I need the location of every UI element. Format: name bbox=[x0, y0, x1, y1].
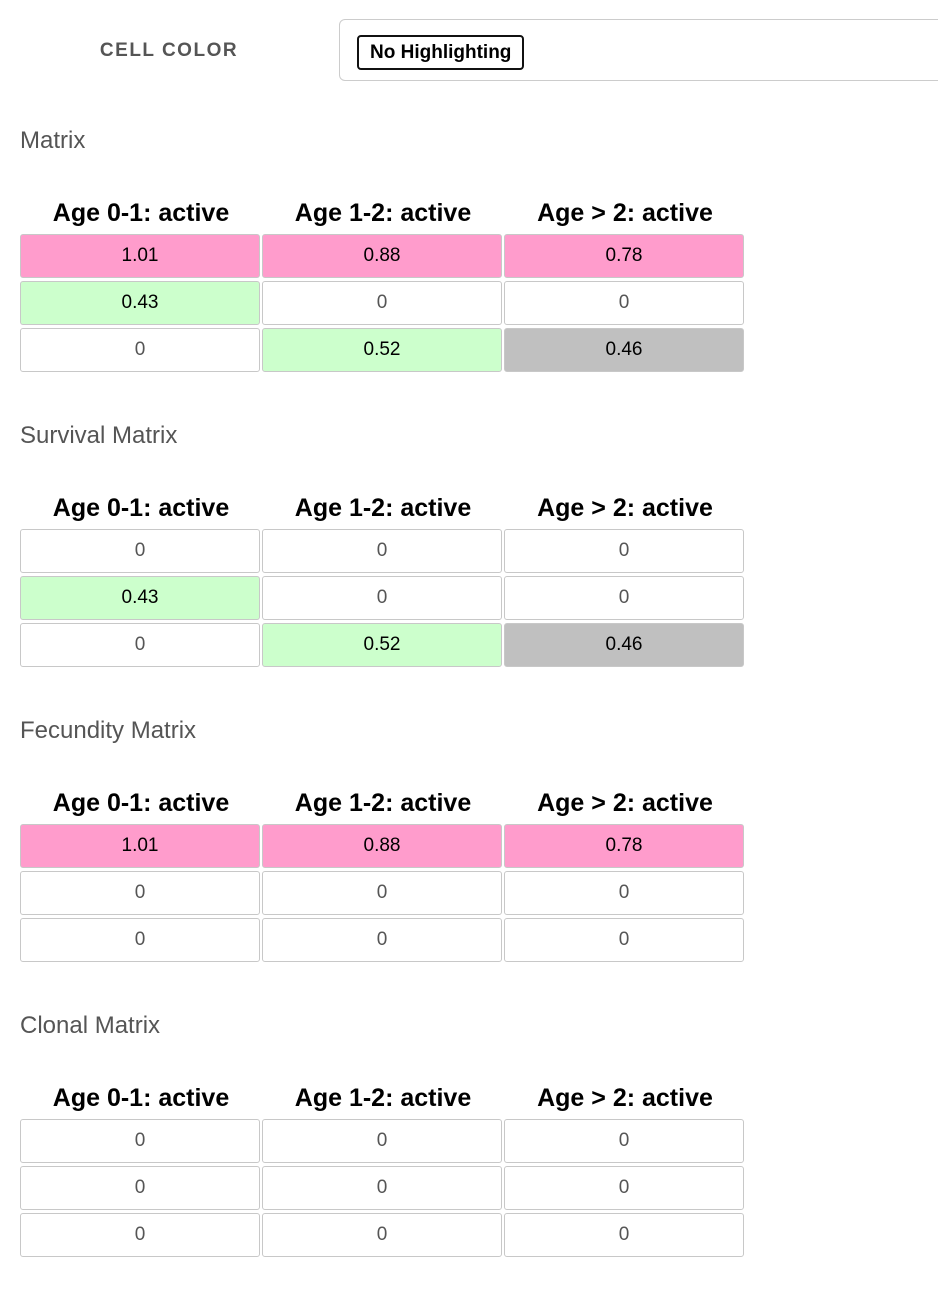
matrix-cell[interactable]: 0.78 bbox=[504, 234, 744, 278]
matrix-cell[interactable]: 0 bbox=[20, 918, 260, 962]
matrix-cell[interactable]: 0 bbox=[262, 1166, 502, 1210]
matrix-cell[interactable]: 0 bbox=[20, 529, 260, 573]
matrix-cell[interactable]: 0 bbox=[504, 871, 744, 915]
matrix-cell[interactable]: 0 bbox=[20, 871, 260, 915]
section-title: Matrix bbox=[20, 127, 86, 154]
section-title: Fecundity Matrix bbox=[20, 717, 197, 744]
column-header-row: Age 0-1: active Age 1-2: active Age > 2: a… bbox=[20, 785, 746, 821]
column-header: Age 0-1: active bbox=[52, 1084, 230, 1112]
column-header: Age > 2: active bbox=[537, 789, 713, 817]
column-header: Age 0-1: active bbox=[52, 199, 230, 227]
matrix-cell[interactable]: 0 bbox=[504, 918, 744, 962]
matrix-cell[interactable]: 0 bbox=[20, 623, 260, 667]
column-header: Age 0-1: active bbox=[52, 789, 230, 817]
clonal-matrix-table: Age 0-1: active Age 1-2: active Age > 2: a… bbox=[20, 1080, 746, 1257]
column-header: Age > 2: active bbox=[537, 494, 713, 522]
matrix-cell[interactable]: 0 bbox=[262, 576, 502, 620]
matrix-row: 0.43 0 0 bbox=[20, 281, 746, 325]
matrix-cell[interactable]: 0.46 bbox=[504, 623, 744, 667]
matrix-cell[interactable]: 1.01 bbox=[20, 234, 260, 278]
matrix-cell[interactable]: 0 bbox=[262, 1119, 502, 1163]
matrix-row: 1.01 0.88 0.78 bbox=[20, 234, 746, 278]
column-header: Age 1-2: active bbox=[294, 1084, 472, 1112]
column-header-row: Age 0-1: active Age 1-2: active Age > 2: a… bbox=[20, 195, 746, 231]
fecundity-matrix-table: Age 0-1: active Age 1-2: active Age > 2: a… bbox=[20, 785, 746, 962]
matrix-cell[interactable]: 0.46 bbox=[504, 328, 744, 372]
column-header-row: Age 0-1: active Age 1-2: active Age > 2: a… bbox=[20, 1080, 746, 1116]
column-header-row: Age 0-1: active Age 1-2: active Age > 2: a… bbox=[20, 490, 746, 526]
survival-matrix-table: Age 0-1: active Age 1-2: active Age > 2: a… bbox=[20, 490, 746, 667]
matrix-cell[interactable]: 0.43 bbox=[20, 576, 260, 620]
matrix-cell[interactable]: 0 bbox=[504, 281, 744, 325]
section-title: Survival Matrix bbox=[20, 422, 178, 449]
no-highlighting-button[interactable]: No Highlighting bbox=[357, 35, 525, 70]
matrix-cell[interactable]: 0 bbox=[262, 1213, 502, 1257]
matrix-cell[interactable]: 0.88 bbox=[262, 824, 502, 868]
matrix-cell[interactable]: 0 bbox=[262, 871, 502, 915]
column-header: Age > 2: active bbox=[537, 199, 713, 227]
matrix-row: 1.01 0.88 0.78 bbox=[20, 824, 746, 868]
matrix-cell[interactable]: 0 bbox=[504, 1119, 744, 1163]
matrix-cell[interactable]: 0 bbox=[20, 328, 260, 372]
matrix-cell[interactable]: 0 bbox=[20, 1166, 260, 1210]
matrix-cell[interactable]: 0 bbox=[262, 281, 502, 325]
column-header: Age 1-2: active bbox=[294, 199, 472, 227]
matrix-cell[interactable]: 0 bbox=[504, 576, 744, 620]
column-header: Age > 2: active bbox=[537, 1084, 713, 1112]
matrix-cell[interactable]: 1.01 bbox=[20, 824, 260, 868]
matrix-cell[interactable]: 0 bbox=[20, 1213, 260, 1257]
matrix-cell[interactable]: 0 bbox=[504, 529, 744, 573]
section-title: Clonal Matrix bbox=[20, 1012, 161, 1039]
matrix-cell[interactable]: 0 bbox=[262, 529, 502, 573]
matrix-row: 0 0.52 0.46 bbox=[20, 328, 746, 372]
column-header: Age 1-2: active bbox=[294, 494, 472, 522]
matrix-cell[interactable]: 0 bbox=[504, 1166, 744, 1210]
matrix-row: 0.43 0 0 bbox=[20, 576, 746, 620]
matrix-cell[interactable]: 0.88 bbox=[262, 234, 502, 278]
column-header: Age 0-1: active bbox=[52, 494, 230, 522]
matrix-table: Age 0-1: active Age 1-2: active Age > 2: a… bbox=[20, 195, 746, 372]
column-header: Age 1-2: active bbox=[294, 789, 472, 817]
cell-color-label: CELL COLOR bbox=[99, 40, 239, 61]
highlight-panel: No Highlighting bbox=[339, 19, 938, 81]
matrix-cell[interactable]: 0 bbox=[20, 1119, 260, 1163]
matrix-row: 0 0.52 0.46 bbox=[20, 623, 746, 667]
matrix-cell[interactable]: 0.43 bbox=[20, 281, 260, 325]
matrix-cell[interactable]: 0.52 bbox=[262, 623, 502, 667]
matrix-cell[interactable]: 0.78 bbox=[504, 824, 744, 868]
matrix-cell[interactable]: 0 bbox=[504, 1213, 744, 1257]
matrix-cell[interactable]: 0 bbox=[262, 918, 502, 962]
matrix-cell[interactable]: 0.52 bbox=[262, 328, 502, 372]
